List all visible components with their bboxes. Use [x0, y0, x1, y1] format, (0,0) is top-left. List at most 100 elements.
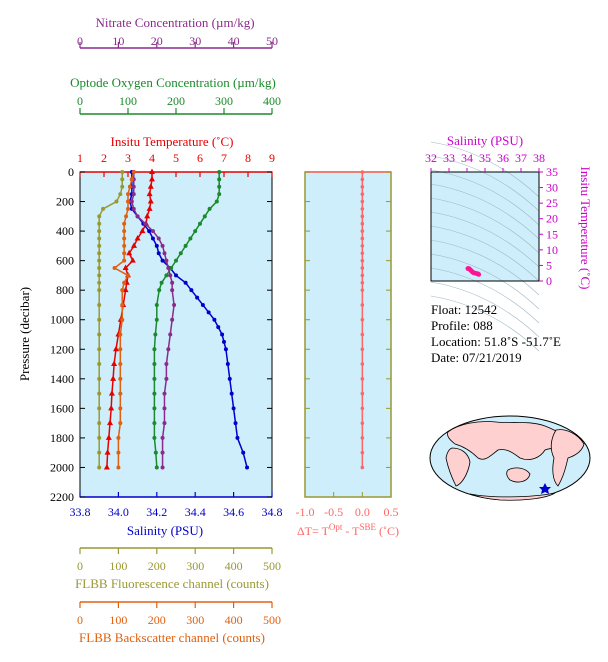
- oxygen-axis-label: Optode Oxygen Concentration (µm/kg): [70, 75, 276, 90]
- deltat-point: [360, 221, 365, 226]
- insitu-temperature-point: [105, 434, 112, 440]
- deltat-point: [360, 280, 365, 285]
- flbb-fluorescence-point: [120, 184, 125, 189]
- temperature-tick-label: 5: [173, 151, 179, 165]
- flbb-fluorescence-point: [97, 302, 102, 307]
- backscatter-tick-label: 400: [225, 613, 243, 627]
- float-id: Float: 12542: [431, 302, 498, 317]
- temperature-tick-label: 2: [101, 151, 107, 165]
- nitrate-point: [162, 391, 167, 396]
- nitrate-point: [170, 317, 175, 322]
- ts-salinity-tick-label: 38: [533, 151, 545, 165]
- insitu-temperature-point: [108, 390, 115, 396]
- ts-salinity-tick-label: 34: [461, 151, 473, 165]
- optode-oxygen-point: [154, 302, 159, 307]
- salinity-point: [220, 332, 225, 337]
- deltat-point: [360, 450, 365, 455]
- deltat-point: [360, 207, 365, 211]
- salinity-point: [147, 229, 152, 234]
- insitu-temperature-point: [108, 404, 115, 411]
- salinity-point: [195, 295, 200, 300]
- ts-density-contour: [430, 253, 540, 310]
- optode-oxygen-point: [217, 192, 222, 197]
- optode-oxygen-point: [217, 184, 222, 189]
- nitrate-tick-label: 20: [151, 34, 163, 48]
- nitrate-point: [168, 273, 173, 278]
- flbb-fluorescence-point: [97, 236, 102, 241]
- nitrate-point: [166, 347, 171, 352]
- optode-oxygen-point: [169, 266, 174, 271]
- ts-temperature-tick-label: 15: [546, 227, 558, 241]
- salinity-point: [231, 406, 236, 411]
- ts-temperature-axis-label: Insitu Temperature (˚C): [578, 166, 593, 289]
- optode-oxygen-point: [154, 317, 159, 322]
- ts-density-contour: [430, 225, 540, 282]
- nitrate-point: [164, 258, 169, 263]
- map-land-antarctica: [469, 492, 556, 501]
- flbb-backscatter-point: [120, 288, 125, 293]
- deltat-point: [360, 347, 365, 352]
- flbb-backscatter-point: [118, 362, 123, 367]
- nitrate-point: [143, 221, 148, 226]
- flbb-backscatter-point: [118, 376, 123, 381]
- deltat-point: [360, 214, 365, 219]
- deltat-point: [360, 229, 365, 233]
- nitrate-point: [160, 435, 165, 440]
- deltat-point: [360, 391, 365, 396]
- salinity-point: [156, 251, 161, 256]
- salinity-point: [150, 236, 155, 241]
- flbb-backscatter-point: [116, 450, 121, 455]
- ts-salinity-tick-label: 35: [479, 151, 491, 165]
- insitu-temperature-point: [107, 419, 113, 426]
- nitrate-point: [150, 229, 155, 234]
- insitu-temperature-point: [147, 183, 154, 189]
- date: Date: 07/21/2019: [431, 350, 522, 365]
- oxygen-tick-label: 300: [215, 94, 233, 108]
- deltat-point: [360, 436, 365, 440]
- deltat-tick-label: 0.5: [384, 505, 399, 519]
- pressure-tick-label: 1200: [50, 342, 74, 356]
- ts-temperature-tick-label: 0: [546, 274, 552, 288]
- deltat-point: [360, 258, 365, 263]
- optode-oxygen-point: [152, 421, 157, 426]
- flbb-backscatter-point: [122, 251, 127, 256]
- flbb-backscatter-point: [116, 465, 121, 470]
- backscatter-tick-label: 500: [263, 613, 281, 627]
- flbb-fluorescence-point: [120, 170, 125, 174]
- flbb-fluorescence-point: [120, 177, 125, 182]
- nitrate-axis-label: Nitrate Concentration (µm/kg): [95, 15, 254, 30]
- nitrate-tick-label: 50: [266, 34, 278, 48]
- ts-density-contour: [430, 295, 540, 352]
- backscatter-tick-label: 0: [77, 613, 83, 627]
- salinity-tick-label: 34.6: [223, 505, 244, 519]
- insitu-temperature-point: [147, 198, 154, 204]
- deltat-point: [360, 273, 365, 278]
- ts-density-contour: [430, 141, 540, 198]
- flbb-fluorescence-point: [97, 280, 102, 285]
- ts-density-contour: [430, 211, 540, 268]
- flbb-backscatter-point: [118, 391, 123, 396]
- temperature-axis-label: Insitu Temperature (˚C): [110, 134, 233, 149]
- optode-oxygen-point: [178, 251, 183, 256]
- flbb-backscatter-point: [120, 302, 125, 307]
- salinity-point: [183, 280, 188, 285]
- flbb-backscatter-point: [126, 206, 130, 211]
- pressure-tick-label: 1000: [50, 313, 74, 327]
- optode-oxygen-point: [198, 221, 202, 226]
- optode-oxygen-point: [152, 362, 157, 367]
- fluorescence-axis-label: FLBB Fluorescence channel (counts): [75, 576, 269, 591]
- salinity-point: [233, 421, 238, 426]
- flbb-fluorescence-point: [97, 214, 102, 219]
- float-location-marker-icon: [539, 483, 551, 494]
- flbb-backscatter-point: [131, 170, 136, 174]
- salinity-point: [200, 302, 205, 307]
- oxygen-tick-label: 400: [263, 94, 281, 108]
- ts-salinity-tick-label: 36: [497, 151, 509, 165]
- nitrate-point: [168, 332, 173, 337]
- flbb-backscatter-point: [120, 317, 125, 322]
- fluorescence-tick-label: 200: [148, 559, 166, 573]
- flbb-backscatter-point: [126, 273, 130, 278]
- flbb-backscatter-point: [126, 192, 130, 197]
- optode-oxygen-point: [202, 214, 207, 219]
- pressure-tick-label: 2000: [50, 460, 74, 474]
